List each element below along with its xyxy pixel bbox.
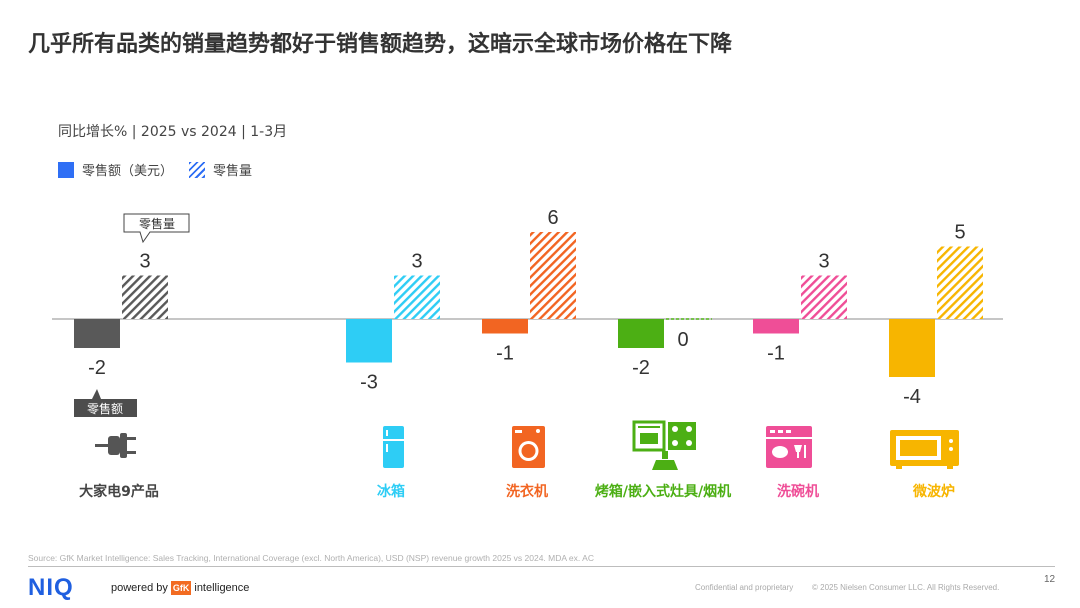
data-label-volume-1: 3 bbox=[411, 251, 422, 273]
data-label-revenue-0: -2 bbox=[88, 357, 106, 379]
footer-divider bbox=[28, 566, 1055, 567]
revenue-callout: 零售额 bbox=[74, 389, 137, 417]
legend-swatch-solid bbox=[58, 161, 74, 178]
legend-swatch-hatched bbox=[189, 161, 206, 178]
revenue-callout-label: 零售额 bbox=[87, 401, 123, 416]
data-label-volume-2: 6 bbox=[547, 207, 558, 229]
copyright-note: © 2025 Nielsen Consumer LLC. All Rights … bbox=[812, 583, 1000, 592]
data-label-revenue-3: -2 bbox=[632, 357, 650, 379]
legend-label-revenue: 零售额（美元） bbox=[82, 164, 174, 179]
category-label-4: 洗碗机 bbox=[777, 483, 819, 500]
data-label-volume-0: 3 bbox=[139, 251, 150, 273]
plug-icon bbox=[95, 433, 136, 458]
bar-volume-5 bbox=[937, 246, 983, 319]
volume-callout-label: 零售量 bbox=[139, 216, 175, 231]
bar-revenue-5 bbox=[889, 319, 935, 377]
data-label-revenue-4: -1 bbox=[767, 343, 785, 365]
category-label-5: 微波炉 bbox=[912, 483, 955, 500]
legend-item-revenue: 零售额（美元） bbox=[58, 160, 173, 179]
niq-logo: NIQ bbox=[28, 574, 74, 601]
data-label-volume-3: 0 bbox=[677, 329, 688, 351]
legend-label-volume: 零售量 bbox=[213, 164, 253, 179]
page-number: 12 bbox=[1044, 574, 1056, 585]
bar-revenue-4 bbox=[753, 319, 799, 334]
source-note: Source: GfK Market Intelligence: Sales T… bbox=[28, 553, 594, 563]
chart-subtitle: 同比增长% | 2025 vs 2024 | 1-3月 bbox=[58, 124, 288, 140]
category-label-2: 洗衣机 bbox=[506, 483, 548, 500]
bar-volume-0 bbox=[122, 275, 168, 319]
powered-by-label: powered by bbox=[111, 582, 168, 594]
page-title: 几乎所有品类的销量趋势都好于销售额趋势，这暗示全球市场价格在下降 bbox=[28, 32, 733, 57]
oven-hob-hood-icon bbox=[632, 420, 696, 470]
bar-revenue-0 bbox=[74, 319, 120, 348]
data-label-revenue-5: -4 bbox=[903, 386, 921, 408]
bar-volume-1 bbox=[394, 275, 440, 319]
legend-item-volume: 零售量 bbox=[189, 160, 252, 179]
intelligence-label: intelligence bbox=[194, 582, 250, 594]
microwave-icon bbox=[890, 430, 959, 469]
bar-revenue-1 bbox=[346, 319, 392, 363]
chart-legend: 零售额（美元） 零售量 bbox=[58, 160, 268, 179]
fridge-icon bbox=[383, 426, 404, 468]
bar-volume-4 bbox=[801, 275, 847, 319]
volume-callout: 零售量 bbox=[123, 213, 190, 244]
bar-revenue-2 bbox=[482, 319, 528, 334]
data-label-revenue-2: -1 bbox=[496, 343, 514, 365]
category-label-3: 烤箱/嵌入式灶具/烟机 bbox=[595, 483, 731, 500]
bar-revenue-3 bbox=[618, 319, 664, 348]
washing-machine-icon bbox=[512, 426, 545, 468]
data-label-volume-5: 5 bbox=[954, 222, 965, 244]
data-label-revenue-1: -3 bbox=[360, 372, 378, 394]
gfk-logo: GfK bbox=[170, 581, 192, 595]
category-label-1: 冰箱 bbox=[377, 483, 405, 500]
confidential-note: Confidential and proprietary bbox=[695, 583, 794, 592]
bar-volume-2 bbox=[530, 232, 576, 319]
data-label-volume-4: 3 bbox=[818, 251, 829, 273]
category-label-0: 大家电9产品 bbox=[79, 483, 159, 500]
powered-by: powered by GfK intelligence bbox=[111, 581, 249, 595]
dishwasher-icon bbox=[766, 426, 812, 468]
